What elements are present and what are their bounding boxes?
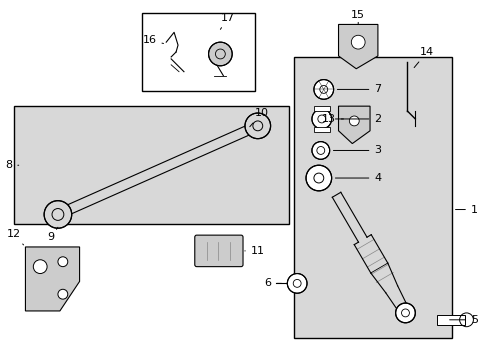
Text: 8: 8: [5, 160, 19, 170]
Bar: [436, 315, 464, 325]
Circle shape: [244, 113, 270, 139]
Text: 15: 15: [350, 10, 365, 24]
Circle shape: [305, 165, 331, 191]
Polygon shape: [25, 247, 80, 311]
Text: 12: 12: [6, 229, 23, 245]
Polygon shape: [338, 106, 369, 144]
Circle shape: [350, 35, 365, 49]
Bar: [142, 13, 254, 91]
Circle shape: [348, 116, 359, 126]
Text: 17: 17: [220, 13, 235, 30]
Text: 13: 13: [321, 114, 343, 124]
Text: 9: 9: [47, 227, 58, 242]
Bar: [313, 127, 329, 132]
Circle shape: [313, 80, 333, 99]
Circle shape: [395, 303, 414, 323]
Text: 6: 6: [264, 278, 281, 288]
Text: 16: 16: [142, 35, 163, 45]
Text: 2: 2: [335, 114, 381, 124]
Text: 7: 7: [337, 84, 381, 94]
Circle shape: [208, 42, 232, 66]
Text: 14: 14: [413, 47, 433, 68]
Text: 4: 4: [335, 173, 381, 183]
Circle shape: [311, 109, 331, 129]
Circle shape: [33, 260, 47, 274]
Bar: [294, 57, 451, 338]
Circle shape: [58, 289, 68, 299]
Text: 10: 10: [249, 108, 268, 127]
Polygon shape: [338, 24, 377, 69]
Circle shape: [44, 201, 72, 228]
Bar: [14, 106, 289, 224]
Circle shape: [311, 141, 329, 159]
Circle shape: [58, 257, 68, 267]
Circle shape: [287, 274, 306, 293]
Bar: [313, 106, 329, 111]
Text: 3: 3: [333, 145, 381, 156]
FancyBboxPatch shape: [194, 235, 243, 267]
Text: 11: 11: [244, 246, 264, 256]
Text: 1: 1: [455, 204, 477, 215]
Text: 5: 5: [448, 315, 477, 325]
